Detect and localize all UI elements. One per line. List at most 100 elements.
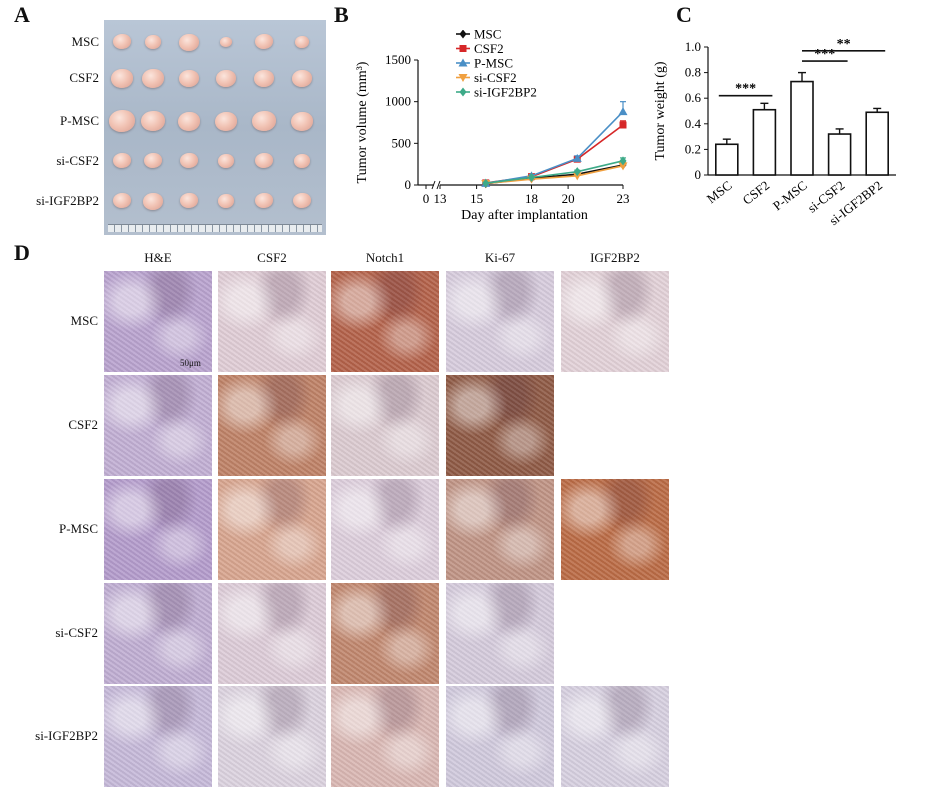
tissue-texture bbox=[446, 375, 554, 476]
tumor-sample bbox=[113, 193, 131, 209]
bar bbox=[865, 111, 889, 176]
column-header: CSF2 bbox=[257, 250, 287, 265]
scale-bar: 50μm bbox=[88, 358, 201, 372]
data-point bbox=[618, 107, 628, 116]
histology-image bbox=[331, 375, 439, 476]
column-header: Notch1 bbox=[365, 250, 405, 265]
tissue-texture bbox=[331, 583, 439, 684]
histology-image bbox=[331, 686, 439, 787]
tumor-sample bbox=[144, 153, 162, 169]
column-header: Ki-67 bbox=[484, 250, 516, 265]
tumor-sample bbox=[109, 110, 135, 133]
tumor-sample bbox=[218, 154, 234, 169]
tissue-texture bbox=[218, 479, 326, 580]
histology-image bbox=[561, 686, 669, 787]
data-point bbox=[619, 156, 627, 166]
histology-image bbox=[104, 271, 212, 372]
axis-break bbox=[431, 180, 441, 190]
tumor-sample bbox=[255, 34, 273, 50]
tumor-sample bbox=[179, 69, 199, 87]
bar bbox=[827, 133, 852, 176]
significance-label: *** bbox=[735, 82, 756, 97]
tumor-sample bbox=[252, 110, 276, 131]
panel-a-row-label: si-CSF2 bbox=[56, 153, 99, 168]
histology-image bbox=[218, 583, 326, 684]
y-axis-label: Tumor volume (mm³) bbox=[355, 61, 370, 183]
histology-image bbox=[446, 686, 554, 787]
legend-marker bbox=[459, 30, 467, 39]
tissue-texture bbox=[446, 686, 554, 787]
bar bbox=[752, 108, 777, 176]
x-tick-label: CSF2 bbox=[740, 178, 773, 208]
y-tick-label: 0.6 bbox=[685, 90, 702, 105]
tumor-sample bbox=[215, 111, 237, 131]
data-point bbox=[572, 172, 582, 181]
tissue-texture bbox=[104, 375, 212, 476]
histology-image bbox=[104, 583, 212, 684]
x-tick-label: 20 bbox=[562, 191, 575, 206]
data-point bbox=[482, 178, 490, 188]
histology-image bbox=[104, 375, 212, 476]
tumor-sample bbox=[143, 192, 163, 210]
scale-bar-label: 50μm bbox=[180, 358, 201, 368]
y-axis-label: Tumor weight (g) bbox=[653, 61, 668, 160]
x-tick-label: 13 bbox=[434, 191, 447, 206]
tumor-volume-line-chart: 0 500 1000 1500 0 13 15 18 20 23 Day after implant… bbox=[355, 30, 630, 223]
data-point bbox=[618, 162, 628, 171]
tumor-sample bbox=[178, 111, 200, 131]
tissue-texture bbox=[331, 375, 439, 476]
x-axis-label: Day after implantation bbox=[461, 208, 588, 223]
histology-image bbox=[104, 686, 212, 787]
tumor-sample bbox=[220, 36, 232, 47]
row-header: si-IGF2BP2 bbox=[35, 728, 98, 743]
histology-image bbox=[446, 271, 554, 372]
tissue-texture bbox=[104, 583, 212, 684]
histology-image bbox=[331, 583, 439, 684]
tumor-sample bbox=[180, 193, 198, 209]
y-tick-label: 1500 bbox=[385, 52, 411, 67]
panel-label-d: D bbox=[14, 240, 30, 265]
bar bbox=[790, 80, 814, 176]
legend-marker bbox=[458, 74, 468, 82]
row-header: si-CSF2 bbox=[55, 625, 98, 640]
tumor-sample bbox=[291, 111, 313, 131]
histology-image bbox=[218, 479, 326, 580]
y-tick-label: 0.4 bbox=[685, 116, 702, 131]
tumor-sample bbox=[216, 69, 236, 87]
tumor-sample bbox=[254, 69, 274, 87]
data-point bbox=[572, 153, 582, 162]
tissue-texture bbox=[561, 686, 669, 787]
x-tick-label: MSC bbox=[704, 178, 735, 207]
histology-image bbox=[218, 271, 326, 372]
tissue-texture bbox=[218, 271, 326, 372]
tissue-texture bbox=[218, 583, 326, 684]
column-header: IGF2BP2 bbox=[590, 250, 640, 265]
column-header: H&E bbox=[144, 250, 172, 265]
tumor-sample bbox=[113, 153, 131, 169]
bar bbox=[715, 143, 739, 176]
tumor-sample bbox=[179, 33, 199, 51]
histology-image bbox=[331, 479, 439, 580]
y-tick-label: 1000 bbox=[385, 94, 411, 109]
panel-a-row-label: MSC bbox=[71, 34, 99, 49]
tissue-texture bbox=[331, 271, 439, 372]
series-line bbox=[485, 160, 624, 184]
histology-image bbox=[331, 271, 439, 372]
histology-image bbox=[561, 479, 669, 580]
legend-label: P-MSC bbox=[474, 56, 513, 71]
y-tick-label: 1.0 bbox=[685, 39, 701, 54]
legend-label: si-IGF2BP2 bbox=[474, 85, 537, 100]
tissue-texture bbox=[331, 479, 439, 580]
row-header: CSF2 bbox=[68, 417, 98, 432]
data-point bbox=[528, 173, 535, 182]
legend-label: MSC bbox=[474, 30, 501, 42]
ruler bbox=[108, 224, 322, 232]
tissue-texture bbox=[446, 271, 554, 372]
tumor-sample bbox=[293, 193, 311, 209]
legend-label: CSF2 bbox=[474, 41, 504, 56]
x-tick-label: P-MSC bbox=[770, 178, 810, 214]
tumor-sample bbox=[113, 34, 131, 50]
tumor-sample bbox=[145, 35, 161, 50]
tumor-weight-bar-chart: 0 0.2 0.4 0.6 0.8 1.0 Tumor weight (g) MSC CSF2P… bbox=[653, 37, 896, 228]
legend-marker bbox=[458, 58, 468, 67]
